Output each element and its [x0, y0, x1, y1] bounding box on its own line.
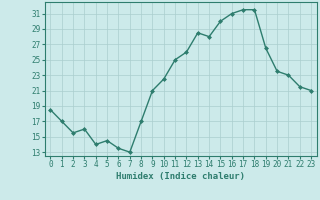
X-axis label: Humidex (Indice chaleur): Humidex (Indice chaleur): [116, 172, 245, 181]
